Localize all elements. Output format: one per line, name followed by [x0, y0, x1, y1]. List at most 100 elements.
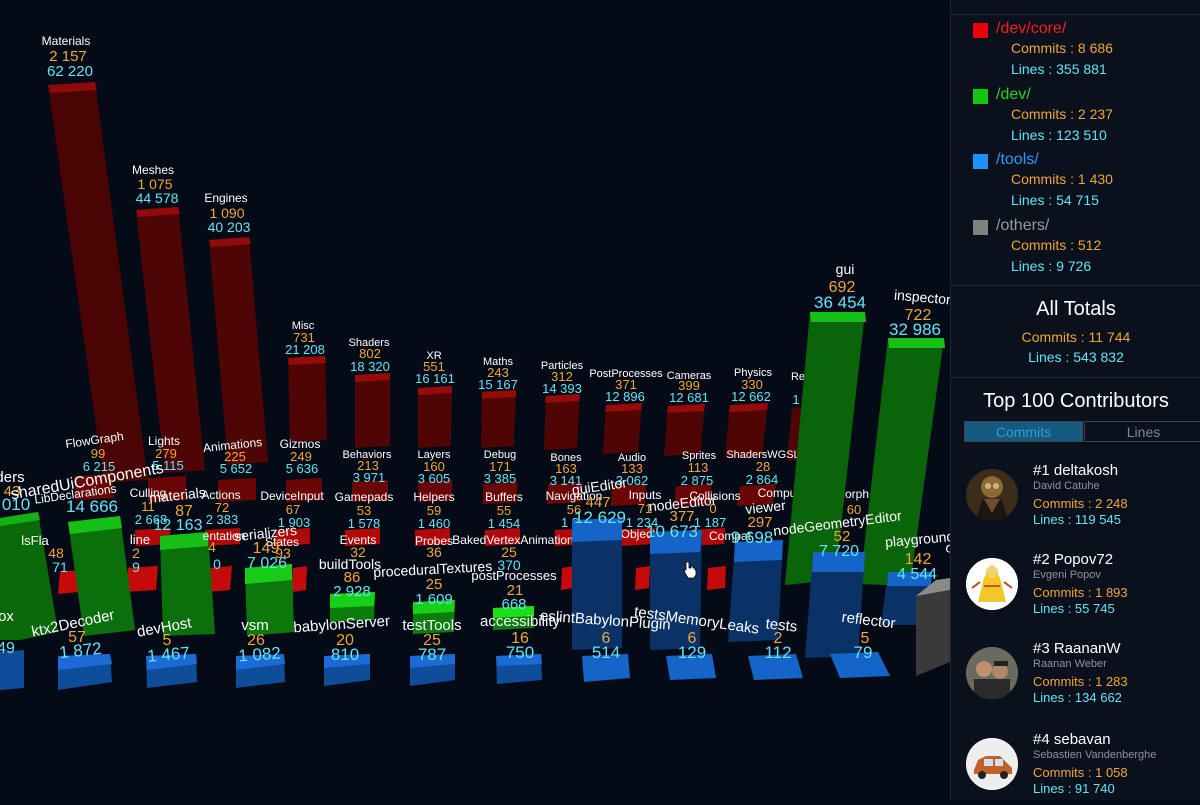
bar-behaviors[interactable]	[352, 480, 388, 502]
label-particles-name: Particles	[541, 360, 584, 372]
bar-sprites[interactable]	[674, 484, 712, 506]
bar-ox[interactable]	[0, 650, 24, 690]
contributor-rank: #3 RaananW	[1033, 640, 1121, 657]
bar-lowrow-7[interactable]	[58, 570, 80, 594]
bar-loaders[interactable]	[0, 512, 58, 640]
bar-reflector[interactable]	[830, 652, 890, 678]
bar-materials[interactable]	[48, 82, 148, 483]
bar-testsmemoryleaks[interactable]	[666, 654, 716, 680]
label-collisions-commits: 0	[709, 501, 716, 516]
label-bones-commits: 163	[555, 461, 577, 476]
bar-lowrow-3[interactable]	[292, 566, 307, 592]
bar-gui[interactable]	[785, 312, 865, 585]
label-inspector-name: inspector	[893, 287, 950, 308]
label-xr-commits: 551	[423, 359, 445, 374]
bar-maths[interactable]	[481, 390, 516, 448]
bar-gui-top	[810, 312, 866, 322]
bar-nodegeometry[interactable]	[805, 552, 865, 658]
avatar-popov72-icon	[966, 558, 1018, 610]
bar-lowrow-2[interactable]	[208, 566, 232, 592]
bar-inspector[interactable]	[860, 338, 944, 586]
contributor-item[interactable]: #1 deltakosh David Catuhe Commits : 2 24…	[951, 462, 1200, 542]
tab-lines[interactable]: Lines	[1084, 421, 1200, 442]
bar-postprocesses[interactable]	[603, 403, 642, 454]
bar-debug[interactable]	[483, 482, 517, 504]
label-babylonserver-lines: 810	[331, 645, 359, 664]
bar-misc[interactable]	[288, 356, 327, 442]
label-misc-name: Misc	[292, 320, 315, 332]
bar-lowrow-5[interactable]	[635, 566, 650, 590]
contributor-commits: Commits : 1 058	[1033, 765, 1128, 780]
bar-gizmos[interactable]	[286, 478, 322, 502]
bar-physics[interactable]	[725, 403, 768, 458]
label-cameras-commits: 399	[678, 378, 700, 393]
label-bakedvertex-commits: 25	[501, 544, 517, 560]
bar-buffers[interactable]	[485, 528, 520, 546]
others-bar[interactable]	[916, 578, 950, 676]
label-maths-commits: 243	[487, 365, 509, 380]
bar-actions[interactable]	[205, 528, 240, 546]
city-canvas[interactable]: Materials 2 157 62 220 Meshes 1 075 44 5…	[0, 0, 985, 800]
bar-ktx-green[interactable]	[68, 516, 135, 636]
label-physics-lines: 12 662	[731, 389, 771, 404]
bar-inputs[interactable]	[620, 528, 655, 546]
label-viewer-commits: 297	[747, 514, 772, 531]
contributor-item[interactable]: #2 Popov72 Evgeni Popov Commits : 1 893 …	[951, 551, 1200, 631]
bar-cameras[interactable]	[664, 404, 705, 456]
label-guieditor-name: guiEditor	[571, 474, 628, 498]
bar-xr-top	[418, 386, 452, 395]
label-flowgraph-lines: 6 215	[83, 459, 116, 474]
bar-bones[interactable]	[547, 482, 582, 504]
bar-particles[interactable]	[544, 394, 580, 450]
bar-engines[interactable]	[209, 237, 268, 465]
bar-gamepads[interactable]	[345, 528, 380, 546]
totals-title: All Totals	[1036, 298, 1116, 320]
bar-lights[interactable]	[148, 476, 186, 502]
label-deviceinput-commits: 67	[286, 502, 300, 517]
label-actions-commits: 72	[215, 500, 229, 515]
bar-lowrow-4[interactable]	[561, 566, 574, 590]
label-nodeeditor-commits: 377	[669, 508, 694, 525]
bar-shaderswgsl[interactable]	[737, 484, 776, 506]
bar-animations[interactable]	[218, 478, 256, 502]
bar-deviceinput[interactable]	[275, 528, 310, 546]
bar-layers[interactable]	[418, 480, 452, 502]
label-reflector-commits: 5	[861, 630, 870, 647]
bar-serializers-top	[245, 564, 292, 584]
bar-viewer[interactable]	[728, 540, 783, 642]
bar-others-front[interactable]	[916, 590, 950, 676]
bar-lowrow-1[interactable]	[126, 566, 158, 592]
label-maths-lines: 15 167	[478, 377, 518, 392]
bar-tests[interactable]	[748, 654, 803, 680]
bar-helpers[interactable]	[415, 528, 450, 546]
bar-shaders[interactable]	[355, 373, 390, 448]
bar-engines-top	[209, 237, 251, 247]
label-flowgraph-commits: 99	[91, 446, 105, 461]
bar-devhost-top	[146, 654, 197, 670]
bar-physics-top	[729, 403, 768, 412]
bar-materials-dev[interactable]	[160, 532, 215, 636]
bar-nodeeditor[interactable]	[650, 530, 702, 650]
bar-meshes[interactable]	[136, 207, 205, 473]
avatar	[966, 647, 1018, 699]
code-city-3d-view[interactable]: Materials 2 157 62 220 Meshes 1 075 44 5…	[0, 0, 985, 800]
label-playground-commits: 142	[905, 551, 932, 568]
label-debug-name: Debug	[484, 449, 516, 461]
avatar	[966, 558, 1018, 610]
label-physics-name: Physics	[734, 367, 772, 379]
contributor-item[interactable]: #4 sebavan Sebastien Vandenberghe Commit…	[951, 731, 1200, 800]
label-reflector-lines: 79	[854, 643, 873, 662]
legend-lines: Lines : 355 881	[1011, 61, 1107, 77]
bar-eslint[interactable]	[582, 654, 630, 682]
contributor-rank: #2 Popov72	[1033, 551, 1114, 568]
bar-flowgraph[interactable]	[74, 474, 114, 500]
tab-commits[interactable]: Commits	[964, 421, 1083, 442]
bar-audio[interactable]	[611, 484, 646, 506]
core-front-labels: Culling 11 2 668 Actions 72 2 383 Device…	[130, 486, 869, 573]
bar-lowrow-6[interactable]	[707, 566, 726, 590]
label-cameras-name: Cameras	[667, 370, 712, 382]
contributor-item[interactable]: #3 RaananW Raanan Weber Commits : 1 283 …	[951, 640, 1200, 720]
bar-xr[interactable]	[418, 386, 452, 448]
label-materials-dev-commits: 87	[175, 503, 193, 520]
bar-guieditor[interactable]	[572, 518, 622, 650]
